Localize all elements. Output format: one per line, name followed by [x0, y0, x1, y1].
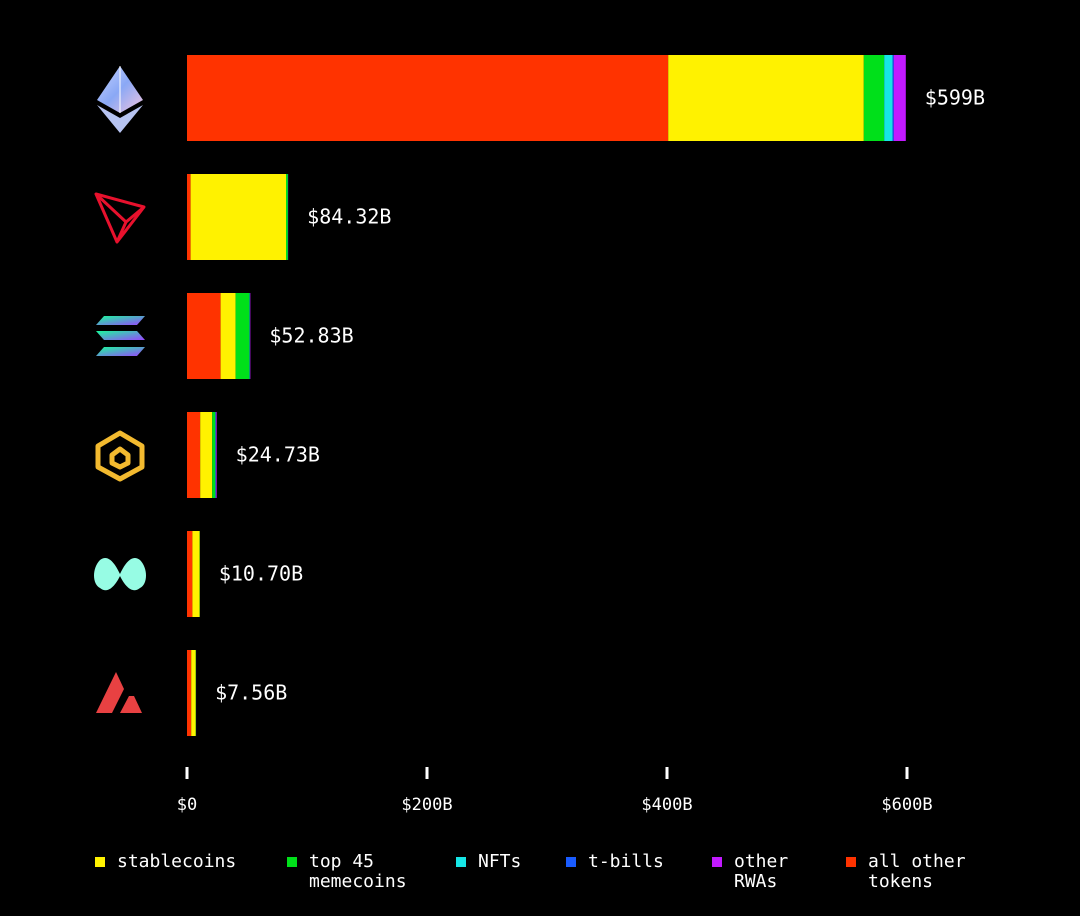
total-label: $10.70B	[219, 562, 303, 586]
total-label: $84.32B	[307, 205, 391, 229]
chart: $0 $200B $400B $600B $599B $84.32B $52.83B $24.…	[94, 55, 985, 815]
total-label: $52.83B	[269, 324, 353, 348]
ethereum-icon	[97, 66, 143, 133]
legend-item: stablecoins	[95, 851, 237, 872]
legend-swatch	[712, 857, 722, 867]
legend-item: t-bills	[566, 852, 700, 872]
total-label: $24.73B	[236, 443, 320, 467]
legend-item: NFTs	[456, 852, 590, 872]
x-tick-label: $200B	[401, 795, 452, 815]
bar-segment	[215, 412, 217, 498]
legend-label: other RWAs	[734, 851, 789, 892]
bar-segment	[200, 412, 213, 498]
legend-item: all other tokens	[846, 852, 980, 892]
total-label: $599B	[925, 86, 985, 110]
bar-segment	[220, 293, 236, 379]
legend-swatch	[456, 857, 466, 867]
x-tick-label: $400B	[641, 795, 692, 815]
total-label: $7.56B	[215, 681, 287, 705]
bar-segment	[187, 174, 191, 260]
bar-segment	[286, 174, 288, 260]
solana-icon	[96, 316, 145, 356]
bar-segment	[863, 55, 885, 141]
bar-segment	[187, 55, 669, 141]
legend: stablecoins top 45 memecoins NFTs t-bills ot…	[0, 852, 1080, 912]
bar-segment	[187, 293, 221, 379]
legend-swatch	[287, 857, 297, 867]
legend-item: other RWAs	[712, 852, 804, 892]
x-tick-label: $600B	[881, 795, 932, 815]
legend-label: top 45 memecoins	[309, 851, 407, 892]
bnb-icon	[95, 430, 145, 482]
legend-swatch	[566, 857, 576, 867]
hyperliquid-icon	[94, 557, 146, 591]
bar-segment	[190, 174, 286, 260]
legend-label: all other tokens	[868, 851, 966, 892]
tron-icon	[94, 192, 146, 244]
legend-item: top 45 memecoins	[287, 852, 421, 892]
bar-segment	[668, 55, 864, 141]
bar-segment	[191, 650, 196, 736]
bar-segment	[187, 650, 192, 736]
bar-segment	[187, 531, 193, 617]
avalanche-icon	[96, 672, 142, 713]
legend-swatch	[95, 857, 105, 867]
bar-segment	[893, 55, 906, 141]
legend-swatch	[846, 857, 856, 867]
legend-label: NFTs	[478, 851, 522, 872]
legend-label: stablecoins	[117, 851, 237, 872]
bar-segment	[235, 293, 250, 379]
bar-segment	[892, 55, 894, 141]
bar-segment	[192, 531, 200, 617]
x-tick-label: $0	[177, 795, 197, 815]
bar-segment	[884, 55, 893, 141]
bar-segment	[187, 412, 201, 498]
bar-segment	[212, 412, 216, 498]
legend-label: t-bills	[588, 851, 664, 872]
